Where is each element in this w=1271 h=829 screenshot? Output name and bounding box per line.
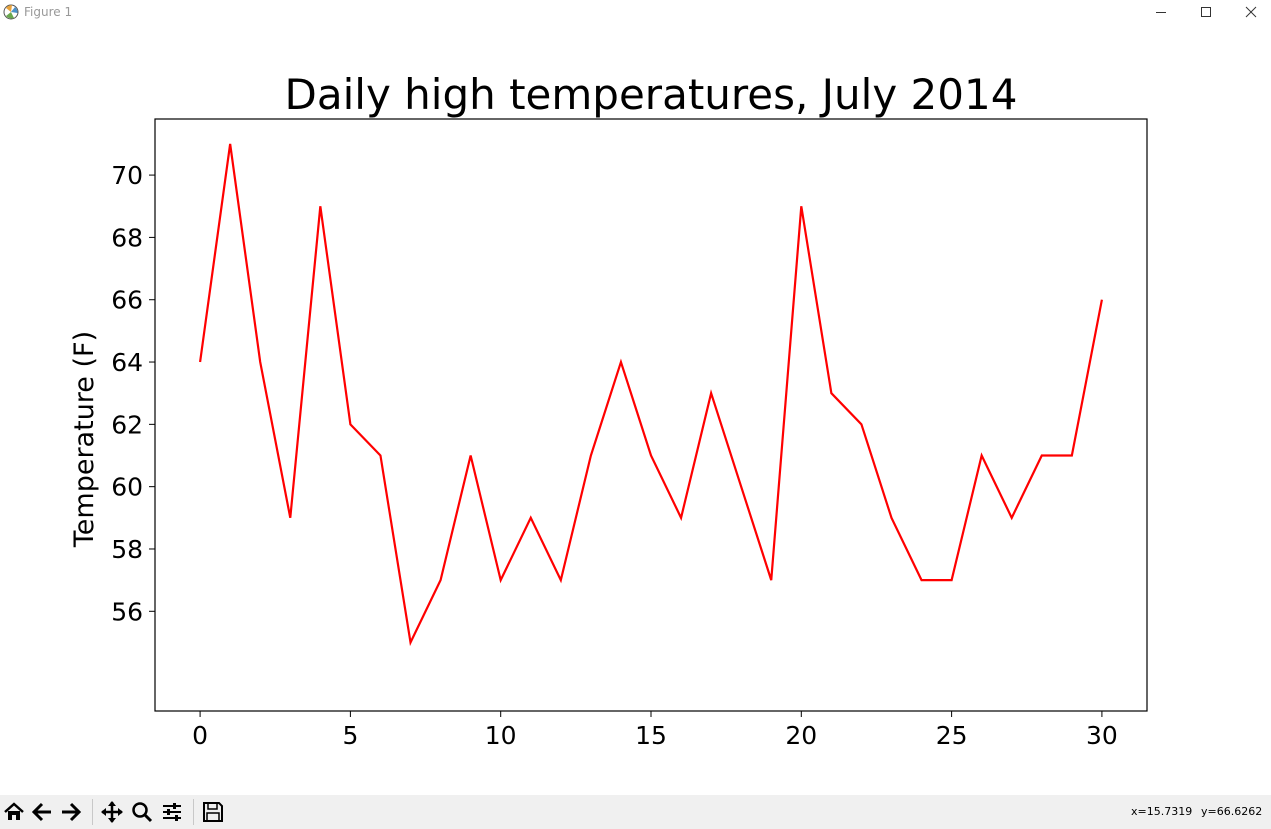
pan-button[interactable]: [98, 797, 126, 827]
navigation-toolbar: x=15.7319 y=66.6262: [0, 795, 1271, 829]
forward-icon: [62, 802, 82, 822]
y-tick-label: 58: [111, 535, 143, 564]
configure-subplots-icon: [163, 803, 181, 821]
x-tick-label: 30: [1086, 721, 1118, 750]
maximize-icon: [1201, 7, 1211, 17]
x-tick-label: 5: [342, 721, 358, 750]
maximize-button[interactable]: [1183, 0, 1229, 24]
chart-title: Daily high temperatures, July 2014: [285, 70, 1018, 119]
x-tick-label: 20: [785, 721, 817, 750]
forward-button[interactable]: [57, 797, 85, 827]
axes-frame: [154, 118, 1148, 712]
zoom-icon: [132, 802, 153, 823]
line-chart[interactable]: Daily high temperatures, July 2014 Tempe…: [0, 24, 1271, 794]
cursor-y-readout: y=66.6262: [1201, 805, 1263, 818]
toolbar-separator: [92, 799, 93, 825]
minimize-icon: [1156, 12, 1166, 13]
x-tick-label: 0: [192, 721, 208, 750]
matplotlib-app-icon: [3, 4, 19, 20]
save-button[interactable]: [199, 797, 227, 827]
close-button[interactable]: [1228, 0, 1271, 24]
figure-canvas[interactable]: Daily high temperatures, July 2014 Tempe…: [0, 24, 1271, 794]
zoom-button[interactable]: [128, 797, 156, 827]
y-axis-label: Temperature (F): [69, 331, 100, 548]
x-tick-label: 10: [485, 721, 517, 750]
home-icon: [4, 802, 24, 820]
y-tick-label: 68: [111, 223, 143, 252]
y-tick-label: 62: [111, 410, 143, 439]
y-tick-label: 70: [111, 161, 143, 190]
y-tick-label: 56: [111, 597, 143, 626]
x-tick-label: 15: [635, 721, 667, 750]
configure-subplots-button[interactable]: [158, 797, 186, 827]
window-titlebar: Figure 1: [0, 0, 1271, 24]
y-tick-label: 66: [111, 286, 143, 315]
y-tick-label: 64: [111, 348, 143, 377]
window-title: Figure 1: [24, 5, 73, 19]
cursor-x-readout: x=15.7319: [1131, 805, 1193, 818]
back-icon: [31, 802, 51, 822]
save-icon: [203, 802, 223, 822]
x-tick-label: 25: [936, 721, 968, 750]
toolbar-separator: [193, 799, 194, 825]
series-line: [199, 143, 1103, 647]
home-button[interactable]: [0, 797, 28, 827]
pan-icon: [101, 801, 123, 823]
close-icon: [1245, 6, 1257, 18]
y-tick-label: 60: [111, 473, 143, 502]
back-button[interactable]: [28, 797, 56, 827]
minimize-button[interactable]: [1138, 0, 1184, 24]
